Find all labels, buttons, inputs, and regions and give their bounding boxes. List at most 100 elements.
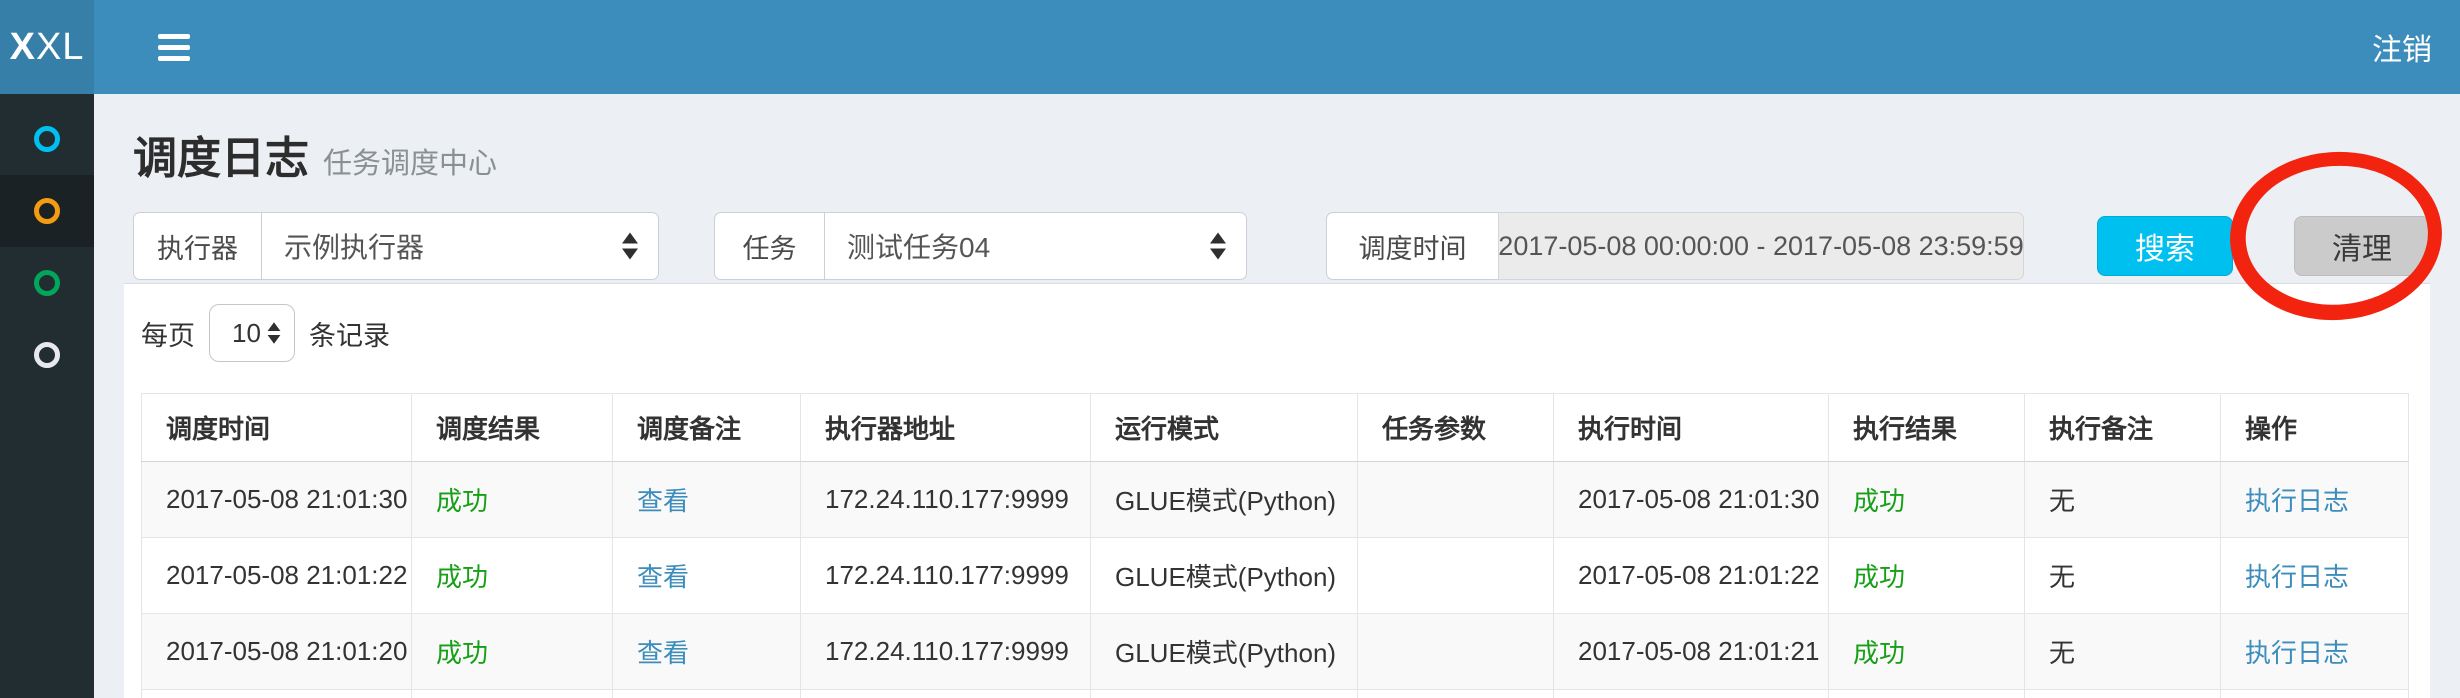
header-handle-time: 执行时间 xyxy=(1553,393,1829,462)
view-link[interactable]: 查看 xyxy=(637,486,690,516)
trigger-time-cell: 2017-05-08 21:01:30 xyxy=(141,461,412,538)
executor-address-cell: 172.24.110.177:9999 xyxy=(800,461,1091,538)
search-button[interactable]: 搜索 xyxy=(2097,216,2233,276)
glue-type-cell: GLUE模式(Python) xyxy=(1090,461,1358,538)
table-row-partial xyxy=(141,689,2409,698)
job-param-cell xyxy=(1357,537,1554,614)
logout-link[interactable]: 注销 xyxy=(2372,34,2432,67)
job-select[interactable]: 测试任务04 xyxy=(824,212,1247,280)
job-param-cell xyxy=(1357,613,1554,690)
status-success: 成功 xyxy=(436,562,489,592)
job-label: 任务 xyxy=(714,212,824,280)
trigger-result-cell: 成功 xyxy=(411,613,613,690)
trigger-time-label: 调度时间 xyxy=(1326,212,1498,280)
page-subtitle: 任务调度中心 xyxy=(323,148,498,180)
header-glue-type: 运行模式 xyxy=(1090,393,1358,462)
circle-icon xyxy=(34,126,60,152)
sidebar-menu xyxy=(0,103,94,391)
handle-time-cell: 2017-05-08 21:01:21 xyxy=(1553,613,1829,690)
length-suffix-label: 条记录 xyxy=(309,320,390,351)
schedule-log-table: 调度时间 调度结果 调度备注 执行器地址 运行模式 任务参数 执行时间 执行结果… xyxy=(141,393,2409,698)
view-link[interactable]: 查看 xyxy=(637,638,690,668)
select-arrows-icon xyxy=(1210,233,1226,260)
circle-icon xyxy=(34,198,60,224)
status-success: 成功 xyxy=(1853,562,1906,592)
handle-msg-cell: 无 xyxy=(2024,461,2221,538)
exec-log-link[interactable]: 执行日志 xyxy=(2245,638,2350,668)
executor-label: 执行器 xyxy=(133,212,261,280)
trigger-msg-cell: 查看 xyxy=(612,461,801,538)
action-cell: 执行日志 xyxy=(2220,613,2409,690)
page-size-select[interactable]: 10 xyxy=(209,304,295,362)
executor-select[interactable]: 示例执行器 xyxy=(261,212,659,280)
sidebar xyxy=(0,94,94,698)
glue-type-cell: GLUE模式(Python) xyxy=(1090,613,1358,690)
exec-log-link[interactable]: 执行日志 xyxy=(2245,562,2350,592)
page-length-control: 每页 10 条记录 xyxy=(141,304,390,362)
handle-result-cell: 成功 xyxy=(1828,537,2025,614)
main-content: 调度日志 任务调度中心 执行器 示例执行器 任务 测试任务04 调度时间 2017… xyxy=(94,94,2460,698)
page-title: 调度日志 xyxy=(133,134,309,183)
status-success: 成功 xyxy=(436,486,489,516)
page-header: 调度日志 任务调度中心 xyxy=(133,122,497,186)
job-selected-value: 测试任务04 xyxy=(847,232,991,263)
header-action: 操作 xyxy=(2220,393,2409,462)
handle-msg-cell: 无 xyxy=(2024,613,2221,690)
header-trigger-msg: 调度备注 xyxy=(612,393,801,462)
sidebar-item-1[interactable] xyxy=(0,103,94,175)
executor-selected-value: 示例执行器 xyxy=(284,232,425,263)
status-success: 成功 xyxy=(436,638,489,668)
circle-icon xyxy=(34,342,60,368)
trigger-time-cell: 2017-05-08 21:01:20 xyxy=(141,613,412,690)
executor-filter-group: 执行器 示例执行器 xyxy=(133,212,659,280)
header-trigger-time: 调度时间 xyxy=(141,393,412,462)
action-cell: 执行日志 xyxy=(2220,461,2409,538)
header-job-param: 任务参数 xyxy=(1357,393,1554,462)
circle-icon xyxy=(34,270,60,296)
handle-result-cell: 成功 xyxy=(1828,461,2025,538)
executor-address-cell: 172.24.110.177:9999 xyxy=(800,613,1091,690)
exec-log-link[interactable]: 执行日志 xyxy=(2245,486,2350,516)
handle-time-cell: 2017-05-08 21:01:30 xyxy=(1553,461,1829,538)
select-arrows-icon xyxy=(622,233,638,260)
handle-result-cell: 成功 xyxy=(1828,613,2025,690)
length-prefix-label: 每页 xyxy=(141,320,195,351)
trigger-time-range-input[interactable]: 2017-05-08 00:00:00 - 2017-05-08 23:59:5… xyxy=(1498,212,2024,280)
app-logo[interactable]: X XL xyxy=(0,0,94,94)
trigger-result-cell: 成功 xyxy=(411,461,613,538)
table-header-row: 调度时间 调度结果 调度备注 执行器地址 运行模式 任务参数 执行时间 执行结果… xyxy=(141,393,2409,462)
job-param-cell xyxy=(1357,461,1554,538)
sidebar-item-3[interactable] xyxy=(0,247,94,319)
clear-button[interactable]: 清理 xyxy=(2294,216,2430,276)
handle-time-cell: 2017-05-08 21:01:22 xyxy=(1553,537,1829,614)
trigger-result-cell: 成功 xyxy=(411,537,613,614)
status-success: 成功 xyxy=(1853,638,1906,668)
select-arrows-icon xyxy=(268,322,281,344)
job-filter-group: 任务 测试任务04 xyxy=(714,212,1247,280)
handle-msg-cell: 无 xyxy=(2024,537,2221,614)
view-link[interactable]: 查看 xyxy=(637,562,690,592)
log-table-panel: 每页 10 条记录 调度时间 调度结果 xyxy=(124,283,2430,698)
header-trigger-result: 调度结果 xyxy=(411,393,613,462)
trigger-msg-cell: 查看 xyxy=(612,613,801,690)
top-navbar: X XL 注销 xyxy=(0,0,2460,94)
executor-address-cell: 172.24.110.177:9999 xyxy=(800,537,1091,614)
sidebar-item-4[interactable] xyxy=(0,319,94,391)
header-handle-result: 执行结果 xyxy=(1828,393,2025,462)
logo-text-bold: X xyxy=(9,25,36,68)
header-handle-msg: 执行备注 xyxy=(2024,393,2221,462)
table-row: 2017-05-08 21:01:22 成功 查看 172.24.110.177… xyxy=(141,537,2409,614)
action-cell: 执行日志 xyxy=(2220,537,2409,614)
sidebar-toggle-button[interactable] xyxy=(158,24,206,70)
header-executor-address: 执行器地址 xyxy=(800,393,1091,462)
trigger-msg-cell: 查看 xyxy=(612,537,801,614)
sidebar-item-2[interactable] xyxy=(0,175,94,247)
status-success: 成功 xyxy=(1853,486,1906,516)
trigger-time-cell: 2017-05-08 21:01:22 xyxy=(141,537,412,614)
glue-type-cell: GLUE模式(Python) xyxy=(1090,537,1358,614)
hamburger-icon xyxy=(158,33,190,39)
page-size-value: 10 xyxy=(232,317,261,348)
trigger-time-filter-group: 调度时间 2017-05-08 00:00:00 - 2017-05-08 23… xyxy=(1326,212,2024,280)
table-row: 2017-05-08 21:01:20 成功 查看 172.24.110.177… xyxy=(141,613,2409,690)
